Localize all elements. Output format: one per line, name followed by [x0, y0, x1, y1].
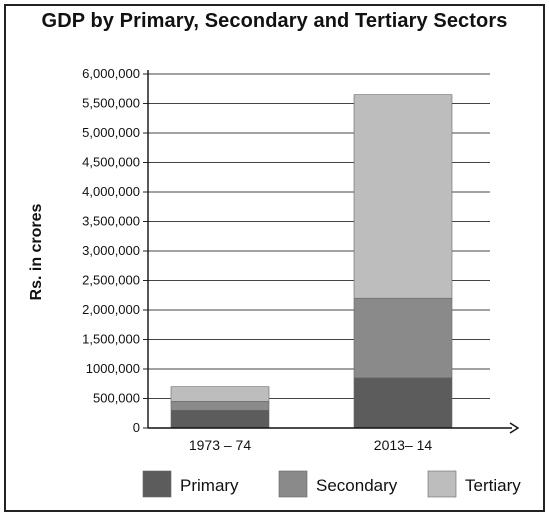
y-tick-label: 4,500,000	[82, 155, 140, 170]
x-tick-label: 1973 – 74	[189, 437, 251, 453]
legend-label-tertiary: Tertiary	[465, 476, 521, 495]
y-tick-label: 1,500,000	[82, 332, 140, 347]
y-axis-label: Rs. in crores	[28, 203, 45, 300]
bar-secondary-0	[170, 401, 270, 411]
y-tick-label: 1000,000	[86, 361, 140, 376]
y-tick-label: 2,500,000	[82, 273, 140, 288]
y-tick-label: 5,500,000	[82, 96, 140, 111]
y-tick-label: 5,000,000	[82, 125, 140, 140]
legend-label-secondary: Secondary	[316, 476, 398, 495]
y-tick-label: 4,000,000	[82, 184, 140, 199]
bar-tertiary-0	[170, 386, 270, 402]
y-tick-label: 0	[133, 420, 140, 435]
bar-secondary-1	[353, 297, 453, 379]
y-tick-label: 6,000,000	[82, 66, 140, 81]
legend-swatch-primary	[142, 470, 172, 498]
legend-label-primary: Primary	[180, 476, 239, 495]
y-tick-label: 3,000,000	[82, 243, 140, 258]
bar-primary-1	[353, 377, 453, 429]
legend-swatch-secondary	[278, 470, 308, 498]
legend-swatch-tertiary	[427, 470, 457, 498]
x-axis-arrow	[509, 422, 520, 434]
y-tick-label: 500,000	[93, 391, 140, 406]
y-tick-label: 3,500,000	[82, 214, 140, 229]
x-tick-label: 2013– 14	[374, 437, 433, 453]
y-tick-label: 2,000,000	[82, 302, 140, 317]
bar-primary-0	[170, 409, 270, 429]
chart-title: GDP by Primary, Secondary and Tertiary S…	[41, 10, 508, 32]
bar-tertiary-1	[353, 94, 453, 299]
